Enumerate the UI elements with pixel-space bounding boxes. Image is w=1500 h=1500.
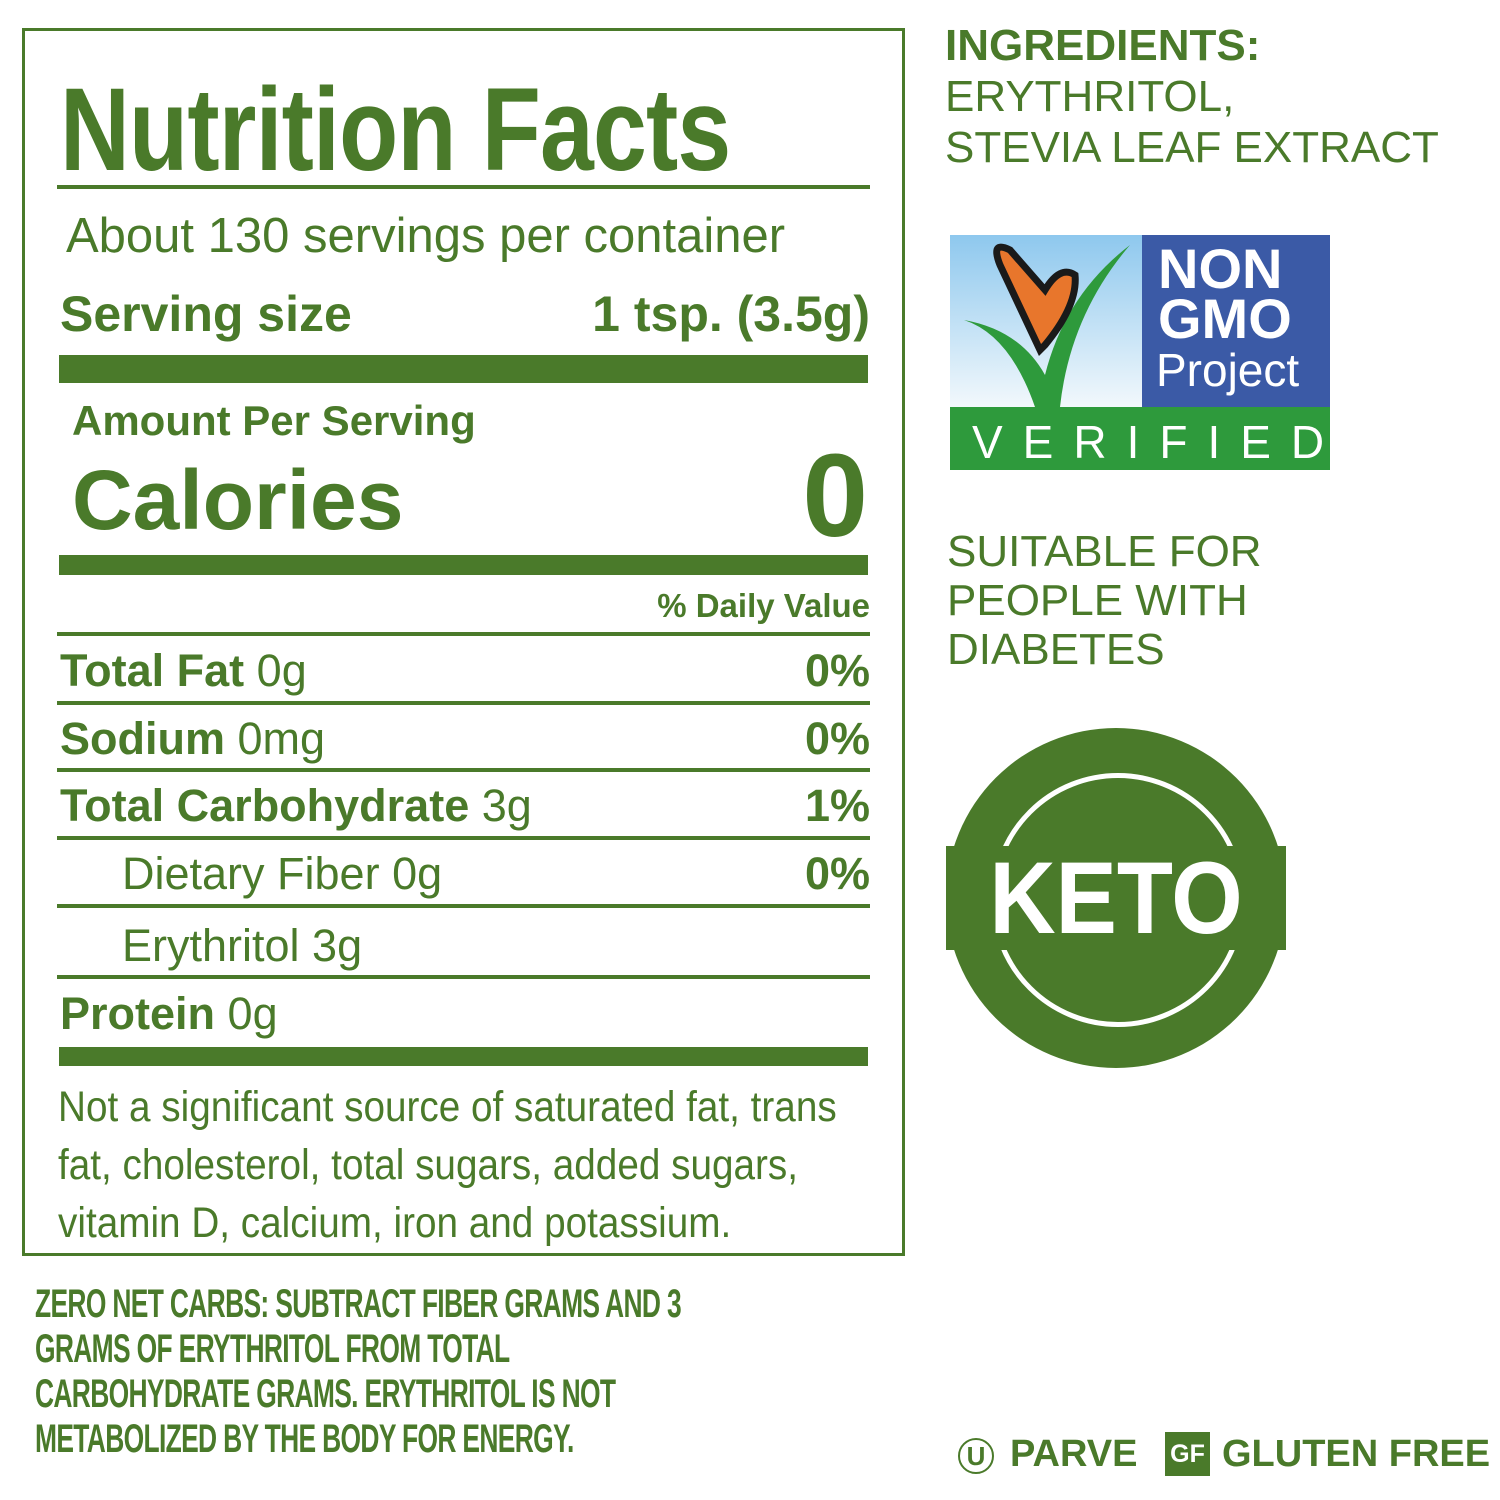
amount-per-serving: Amount Per Serving (72, 397, 476, 444)
nutrient-name: Total Carbohydrate (60, 780, 470, 831)
nutrient-dv: 0% (804, 713, 870, 764)
servings-per-container: About 130 servings per container (66, 209, 786, 263)
non-gmo-verified-logo: NON GMO Project VERIFIED (950, 235, 1330, 470)
nutrition-facts-title: Nutrition Facts (60, 64, 731, 196)
net-carbs-text: GRAMS OF ERYTHRITOL FROM TOTAL (35, 1327, 510, 1371)
nutrient-row-erythritol: Erythritol 3g (60, 920, 870, 972)
divider (57, 975, 870, 979)
keto-badge: KETO (946, 728, 1286, 1068)
divider (57, 836, 870, 840)
thick-divider (59, 1047, 868, 1066)
keto-text: KETO (989, 841, 1243, 955)
nutrient-amount: 3g (481, 780, 532, 831)
ingredients-line: STEVIA LEAF EXTRACT (945, 123, 1439, 172)
thick-divider (59, 555, 868, 575)
footnote: Not a significant source of saturated fa… (58, 1083, 837, 1247)
nutrient-name: Total Fat (60, 645, 245, 696)
nutrient-dv: 0% (804, 645, 870, 696)
thick-divider (59, 355, 868, 383)
kosher-u-icon: U (958, 1438, 994, 1474)
ingredients-line: ERYTHRITOL, (945, 72, 1235, 121)
nutrient-name: Sodium (60, 713, 225, 764)
nutrient-name: Protein (60, 988, 216, 1039)
parve-label: PARVE (1010, 1433, 1138, 1475)
divider (57, 632, 870, 636)
serving-size-label: Serving size (60, 286, 352, 342)
divider (57, 768, 870, 772)
verified-text: VERIFIED (972, 416, 1345, 468)
butterfly-checkmark-icon (964, 243, 1130, 407)
nutrient-amount: 0g (256, 645, 307, 696)
non-gmo-text: GMO (1158, 287, 1292, 350)
net-carbs-text: ZERO NET CARBS: SUBTRACT FIBER GRAMS AND… (35, 1282, 682, 1326)
serving-size-value: 1 tsp. (3.5g) (592, 286, 870, 342)
gluten-free-label: GLUTEN FREE (1222, 1433, 1491, 1475)
daily-value-header: % Daily Value (657, 587, 870, 624)
non-gmo-text: NON (1158, 237, 1283, 300)
net-carbs-text: METABOLIZED BY THE BODY FOR ENERGY. (35, 1417, 574, 1461)
suitable-text: SUITABLE FOR (947, 527, 1262, 576)
nutrition-facts-panel (22, 28, 905, 1256)
nutrient-row-dietary-fiber: Dietary Fiber 0g 0% (60, 848, 870, 900)
nutrient-row-sodium: Sodium 0mg 0% (60, 713, 870, 765)
nutrient-amount: 0mg (237, 713, 326, 764)
net-carbs-text: CARBOHYDRATE GRAMS. ERYTHRITOL IS NOT (35, 1372, 616, 1416)
gluten-free-icon: GF (1165, 1432, 1210, 1476)
calories-label: Calories (72, 453, 404, 547)
divider (57, 185, 870, 189)
non-gmo-text: Project (1156, 344, 1300, 396)
nutrient-amount: 0g (227, 988, 278, 1039)
ingredients-heading: INGREDIENTS: (945, 21, 1261, 70)
nutrient-row-total-carbohydrate: Total Carbohydrate 3g 1% (60, 780, 870, 832)
nutrient-name: Dietary Fiber 0g (122, 848, 443, 899)
nutrient-dv: 0% (804, 848, 870, 899)
suitable-text: DIABETES (947, 625, 1165, 674)
divider (57, 904, 870, 908)
nutrient-row-protein: Protein 0g (60, 988, 870, 1040)
suitable-text: PEOPLE WITH (947, 576, 1248, 625)
serving-size-row: Serving size 1 tsp. (3.5g) (60, 285, 870, 343)
divider (57, 701, 870, 705)
calories-value: 0 (802, 430, 868, 562)
nutrient-row-total-fat: Total Fat 0g 0% (60, 645, 870, 697)
nutrient-name: Erythritol 3g (122, 920, 363, 971)
nutrient-dv: 1% (804, 780, 870, 831)
